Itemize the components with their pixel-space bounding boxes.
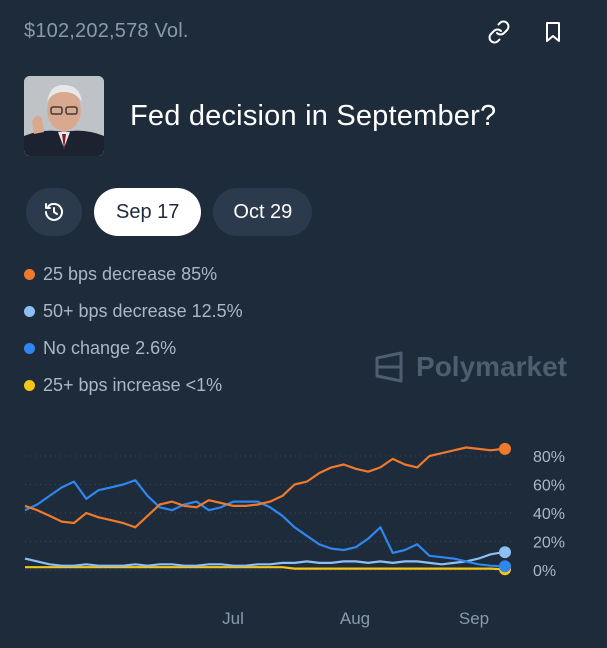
- history-icon: [45, 202, 63, 221]
- market-avatar: [24, 76, 104, 156]
- y-tick-label: 40%: [533, 506, 565, 523]
- series-endpoint: [499, 560, 511, 573]
- series-line-50-bps-decrease: [24, 551, 504, 567]
- legend-item-no-change: No change 2.6%: [24, 330, 243, 367]
- brand-name: Polymarket: [416, 351, 567, 382]
- series-endpoint: [499, 546, 511, 559]
- series-endpoint: [499, 442, 511, 455]
- link-icon[interactable]: [485, 18, 513, 46]
- legend-dot: [24, 343, 35, 354]
- legend-dot: [24, 380, 35, 391]
- x-tick-label: Aug: [340, 609, 370, 628]
- y-tick-label: 20%: [533, 535, 565, 552]
- volume-label: $102,202,578 Vol.: [24, 20, 189, 42]
- polymarket-watermark: Polymarket: [372, 350, 567, 384]
- probability-chart: 80% 60% 40% 20% 0% Jul Aug Sep: [24, 442, 565, 628]
- y-tick-label: 80%: [533, 449, 565, 466]
- series-line-no-change: [24, 479, 504, 568]
- legend-label: No change 2.6%: [43, 338, 177, 358]
- legend-dot: [24, 306, 35, 317]
- polymarket-logo-icon: [375, 351, 403, 383]
- tab-sep-17[interactable]: Sep 17: [94, 188, 202, 236]
- top-actions: [485, 18, 567, 46]
- legend-item-25-decrease: 25 bps decrease 85%: [24, 256, 243, 293]
- y-tick-label: 0%: [533, 563, 556, 580]
- history-button[interactable]: [26, 188, 82, 236]
- tab-oct-29[interactable]: Oct 29: [213, 188, 313, 236]
- x-tick-label: Sep: [459, 609, 489, 628]
- bookmark-icon[interactable]: [539, 18, 567, 46]
- legend-dot: [24, 269, 35, 280]
- legend-label: 25 bps decrease 85%: [43, 264, 218, 284]
- x-tick-label: Jul: [222, 609, 244, 628]
- legend-label: 50+ bps decrease 12.5%: [43, 301, 243, 321]
- market-header: Fed decision in September?: [24, 76, 496, 156]
- market-title: Fed decision in September?: [130, 99, 497, 132]
- legend-item-25-increase: 25+ bps increase <1%: [24, 367, 243, 404]
- series-line-25-bps-decrease: [24, 446, 504, 529]
- legend-label: 25+ bps increase <1%: [43, 375, 223, 395]
- chart-legend: 25 bps decrease 85% 50+ bps decrease 12.…: [24, 256, 243, 404]
- date-tabs: Sep 17 Oct 29: [26, 188, 313, 236]
- series-line-25-bps-increase: [25, 566, 504, 571]
- y-tick-label: 60%: [533, 478, 565, 495]
- legend-item-50-decrease: 50+ bps decrease 12.5%: [24, 293, 243, 330]
